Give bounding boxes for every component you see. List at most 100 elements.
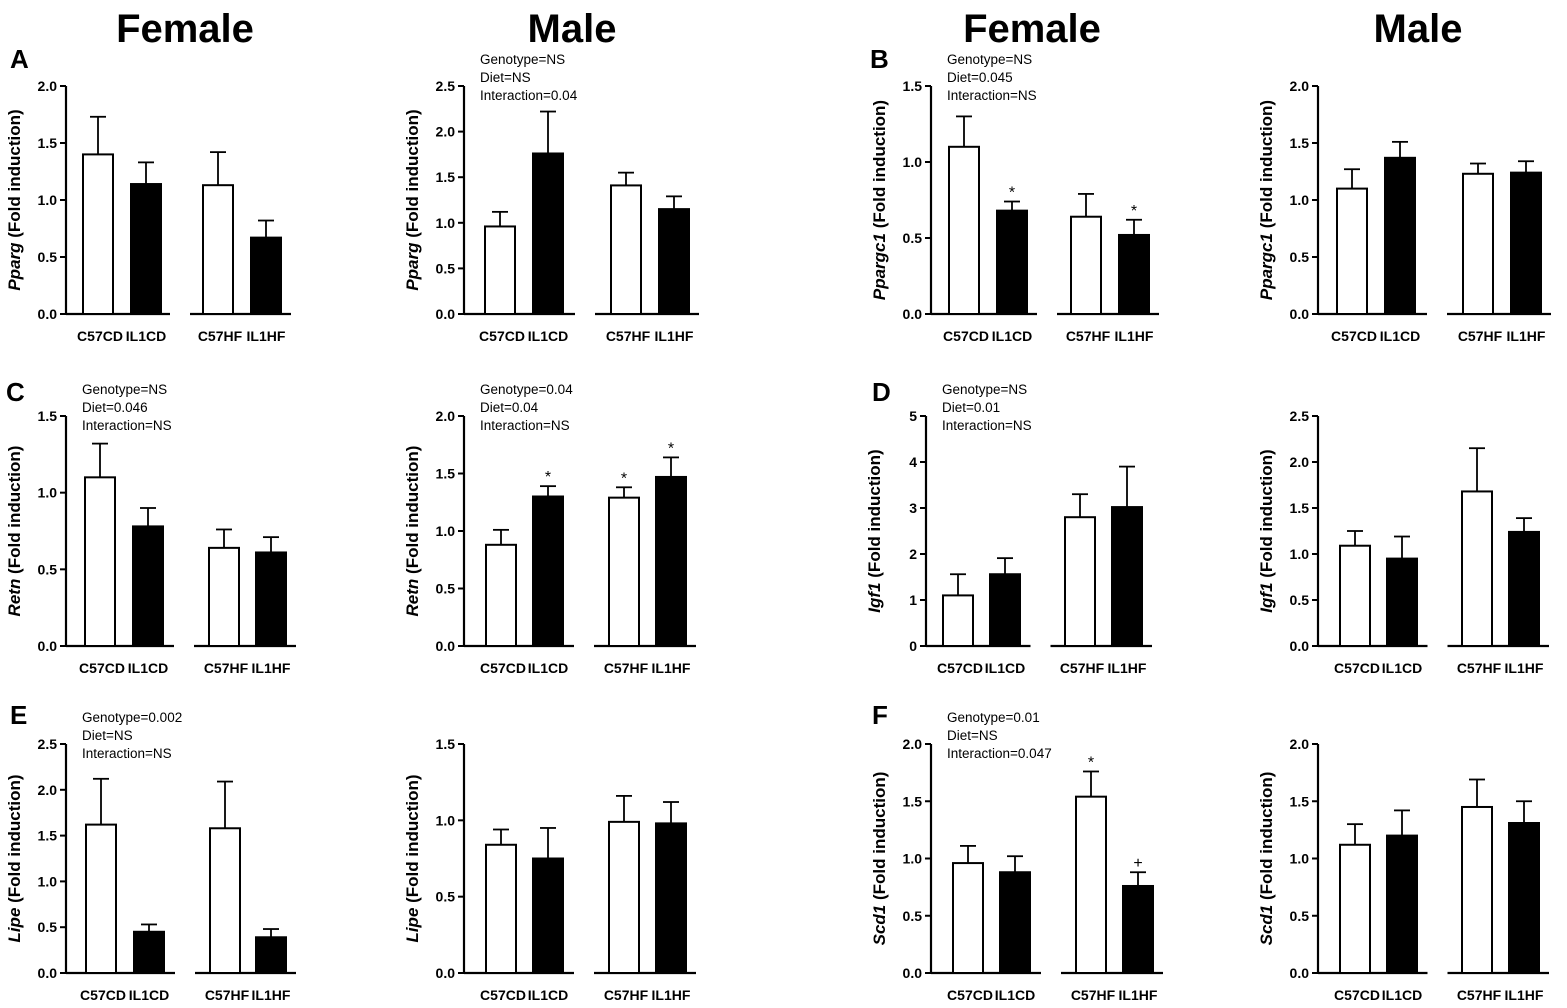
panel-f-male-category-label-c57hf: C57HF bbox=[1457, 987, 1502, 1003]
panel-b-female-category-label-il1cd: IL1CD bbox=[992, 328, 1032, 344]
panel-a-female-chart: 0.0 0.5 1.0 1.5 2.0 Pparg (Fold induction) C57… bbox=[5, 78, 291, 344]
panel-a-female-bar-il1cd bbox=[130, 183, 162, 315]
panel-f-male-y-tick-label: 0.0 bbox=[1290, 965, 1310, 981]
panel-d-female-bar-il1cd bbox=[989, 573, 1021, 647]
panel-f-female-y-tick-label: 1.0 bbox=[903, 851, 923, 867]
panel-c-male-y-tick-label: 2.0 bbox=[436, 408, 456, 424]
panel-f-male-y-tick-label: 2.0 bbox=[1290, 736, 1310, 752]
panel-a-male-y-axis-label: Pparg (Fold induction) bbox=[403, 109, 422, 290]
panel-c-male-bar-il1hf bbox=[655, 475, 687, 648]
panel-b-female-y-tick-label: 1.5 bbox=[903, 78, 923, 94]
panel-d-male-bar-il1hf bbox=[1508, 530, 1540, 647]
panel-b-female-bar-il1cd bbox=[996, 209, 1028, 315]
panel-e-male-category-label-c57cd: C57CD bbox=[480, 987, 526, 1003]
panel-c-male-category-label-c57cd: C57CD bbox=[480, 660, 526, 676]
panel-d-female-stat-line: Diet=0.01 bbox=[942, 400, 1000, 415]
panel-c-female-stat-line: Genotype=NS bbox=[82, 382, 167, 397]
panel-c-female-y-axis-label: Retn (Fold induction) bbox=[5, 446, 24, 617]
panel-d-female-y-axis-unit: (Fold induction) bbox=[865, 449, 884, 582]
panel-b-male-y-tick-label: 0.0 bbox=[1290, 306, 1310, 322]
panel-e-female-y-tick-label: 2.5 bbox=[38, 736, 58, 752]
panel-d-male-y-tick-label: 1.0 bbox=[1290, 546, 1310, 562]
panel-c-female-stat-line: Interaction=NS bbox=[82, 418, 172, 433]
panel-d-male-gene-name: Igf1 bbox=[1257, 582, 1276, 612]
panel-d-male-y-tick-label: 1.5 bbox=[1290, 500, 1310, 516]
panel-e-female-y-tick-label: 1.0 bbox=[38, 873, 58, 889]
panel-e-female-y-tick-label: 2.0 bbox=[38, 782, 58, 798]
panel-c-female-y-tick-label: 0.5 bbox=[38, 561, 58, 577]
panel-f-male-category-label-il1cd: IL1CD bbox=[1382, 987, 1422, 1003]
panel-e-female-category-label-c57cd: C57CD bbox=[80, 987, 126, 1003]
panel-d-female-y-axis-label: Igf1 (Fold induction) bbox=[865, 449, 884, 612]
panel-e-female-y-axis-unit: (Fold induction) bbox=[5, 774, 24, 907]
panel-f-female-bar-il1hf bbox=[1122, 884, 1154, 974]
panel-f-male-bar-c57hf bbox=[1461, 805, 1493, 974]
panel-f-female-stat-line: Genotype=0.01 bbox=[947, 710, 1040, 725]
panel-e-male-y-tick-label: 1.5 bbox=[436, 736, 456, 752]
charts-layer: 0.0 0.5 1.0 1.5 2.0 Pparg (Fold induction) C57… bbox=[5, 52, 1551, 1003]
panel-f-female-y-axis-label: Scd1 (Fold induction) bbox=[870, 772, 889, 946]
panel-e-female-chart: 0.0 0.5 1.0 1.5 2.0 2.5 Lipe (Fold induction) C… bbox=[5, 710, 296, 1003]
panel-a-male-chart: 0.0 0.5 1.0 1.5 2.0 2.5 Pparg (Fold induction)… bbox=[403, 52, 699, 344]
panel-e-male-bar-c57cd bbox=[485, 843, 517, 975]
panel-e-male-gene-name: Lipe bbox=[403, 908, 422, 943]
panel-b-female-y-tick-label: 0.5 bbox=[903, 230, 923, 246]
panel-d-male-y-tick-label: 2.5 bbox=[1290, 408, 1310, 424]
panel-b-female-stat-line: Genotype=NS bbox=[947, 52, 1032, 67]
panel-f-female-y-tick-label: 0.0 bbox=[903, 965, 923, 981]
panel-c-female-bar-il1cd bbox=[132, 525, 164, 648]
panel-e-female-y-tick-label: 0.5 bbox=[38, 919, 58, 935]
panel-e-female-bar-il1cd bbox=[133, 930, 165, 975]
panel-c-male-significance-c57hf: * bbox=[621, 470, 627, 487]
panel-a-male-y-tick-label: 1.5 bbox=[436, 169, 456, 185]
panel-e-male-category-label-c57hf: C57HF bbox=[604, 987, 649, 1003]
panel-c-male-stat-line: Diet=0.04 bbox=[480, 400, 539, 415]
panel-c-male-bar-c57cd bbox=[485, 543, 517, 647]
panel-d-female-bar-c57cd bbox=[942, 594, 974, 648]
panel-f-female-stat-line: Interaction=0.047 bbox=[947, 746, 1052, 761]
panel-d-male-bar-c57hf bbox=[1461, 490, 1493, 647]
panel-a-female-y-tick-label: 0.0 bbox=[38, 306, 58, 322]
panel-f-female-significance-il1hf: + bbox=[1133, 855, 1142, 872]
panel-c-male-gene-name: Retn bbox=[403, 579, 422, 617]
panel-a-female-bar-c57hf bbox=[202, 184, 234, 315]
panel-f-male-chart: 0.0 0.5 1.0 1.5 2.0 Scd1 (Fold induction) C57C… bbox=[1257, 736, 1549, 1003]
panel-d-female-y-tick-label: 4 bbox=[909, 454, 917, 470]
panel-letter-a: A bbox=[10, 44, 29, 74]
panel-a-female-category-label-c57cd: C57CD bbox=[77, 328, 123, 344]
panel-c-male-bar-il1cd bbox=[532, 495, 564, 647]
panel-f-female-y-tick-label: 1.5 bbox=[903, 793, 923, 809]
panel-f-female-gene-name: Scd1 bbox=[870, 905, 889, 946]
panel-e-male-y-tick-label: 1.0 bbox=[436, 812, 456, 828]
panel-c-female-category-label-il1hf: IL1HF bbox=[252, 660, 291, 676]
panel-a-male-y-tick-label: 2.5 bbox=[436, 78, 456, 94]
panel-c-female-category-label-c57cd: C57CD bbox=[79, 660, 125, 676]
panel-e-male-category-label-il1hf: IL1HF bbox=[652, 987, 691, 1003]
panel-c-male-y-tick-label: 0.0 bbox=[436, 638, 456, 654]
panel-letter-d: D bbox=[872, 377, 891, 407]
panel-f-male-category-label-il1hf: IL1HF bbox=[1505, 987, 1544, 1003]
panel-b-male-category-label-il1cd: IL1CD bbox=[1380, 328, 1420, 344]
panel-f-female-y-tick-label: 0.5 bbox=[903, 908, 923, 924]
panel-c-female-gene-name: Retn bbox=[5, 579, 24, 617]
panel-b-male-y-tick-label: 0.5 bbox=[1290, 249, 1310, 265]
panel-d-female-y-tick-label: 3 bbox=[909, 500, 917, 516]
column-title-female-left: Female bbox=[116, 7, 254, 51]
panel-a-male-stat-line: Diet=NS bbox=[480, 70, 531, 85]
panel-a-female-y-axis-label: Pparg (Fold induction) bbox=[5, 109, 24, 290]
panel-a-female-y-tick-label: 2.0 bbox=[38, 78, 58, 94]
panel-f-male-y-axis-label: Scd1 (Fold induction) bbox=[1257, 772, 1276, 946]
panel-c-male-stat-line: Genotype=0.04 bbox=[480, 382, 573, 397]
panel-c-female-category-label-il1cd: IL1CD bbox=[128, 660, 168, 676]
panel-d-male-category-label-c57cd: C57CD bbox=[1334, 660, 1380, 676]
panel-f-female-category-label-il1cd: IL1CD bbox=[995, 987, 1035, 1003]
panel-b-female-category-label-il1hf: IL1HF bbox=[1115, 328, 1154, 344]
panel-c-male-category-label-c57hf: C57HF bbox=[604, 660, 649, 676]
panel-d-male-category-label-il1cd: IL1CD bbox=[1382, 660, 1422, 676]
panel-a-male-category-label-c57hf: C57HF bbox=[606, 328, 651, 344]
panel-b-female-significance-il1cd: * bbox=[1009, 185, 1015, 202]
panel-a-male-category-label-il1cd: IL1CD bbox=[528, 328, 568, 344]
column-title-female-right: Female bbox=[963, 7, 1101, 51]
panel-f-female-y-axis-unit: (Fold induction) bbox=[870, 772, 889, 905]
